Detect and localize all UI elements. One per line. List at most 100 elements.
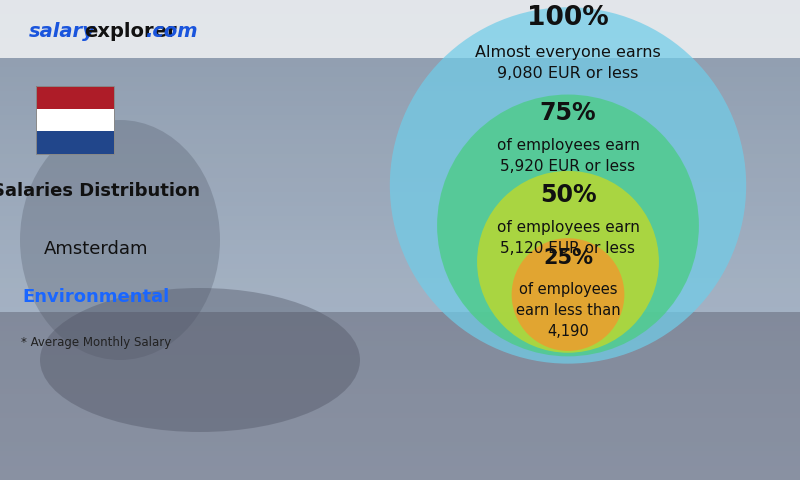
Circle shape	[512, 238, 624, 351]
Bar	[0, 389, 800, 394]
Bar	[0, 0, 800, 58]
Bar	[0, 446, 800, 451]
Bar	[0, 336, 800, 341]
Bar	[36, 109, 114, 131]
Text: of employees earn
5,920 EUR or less: of employees earn 5,920 EUR or less	[497, 138, 639, 174]
Text: 75%: 75%	[540, 101, 596, 125]
Bar	[0, 394, 800, 398]
Text: of employees earn
5,120 EUR or less: of employees earn 5,120 EUR or less	[497, 220, 639, 256]
Bar	[0, 312, 800, 317]
Bar	[0, 274, 800, 278]
Bar	[0, 173, 800, 178]
Bar	[0, 259, 800, 264]
Bar	[0, 317, 800, 322]
Text: * Average Monthly Salary: * Average Monthly Salary	[21, 336, 171, 349]
Bar	[0, 475, 800, 480]
Bar	[0, 206, 800, 211]
Text: Environmental: Environmental	[22, 288, 170, 306]
Bar	[0, 91, 800, 96]
Bar	[0, 58, 800, 62]
Bar	[0, 341, 800, 346]
Bar	[0, 178, 800, 182]
Bar	[0, 254, 800, 259]
Bar	[0, 197, 800, 202]
Bar	[36, 131, 114, 154]
Bar	[0, 355, 800, 360]
Bar	[0, 72, 800, 77]
Bar	[0, 182, 800, 187]
Bar	[0, 62, 800, 67]
Ellipse shape	[40, 288, 360, 432]
Bar	[0, 326, 800, 331]
Bar	[0, 0, 800, 5]
Bar	[0, 230, 800, 235]
Bar	[0, 278, 800, 283]
Bar	[0, 398, 800, 403]
Bar	[0, 130, 800, 134]
Bar	[0, 437, 800, 442]
Text: Amsterdam: Amsterdam	[44, 240, 148, 258]
Text: salary: salary	[29, 22, 96, 41]
Bar	[0, 365, 800, 370]
Bar	[0, 144, 800, 149]
Text: Salaries Distribution: Salaries Distribution	[0, 182, 200, 201]
Bar	[0, 149, 800, 154]
Bar	[0, 43, 800, 48]
Bar	[0, 67, 800, 72]
Circle shape	[390, 7, 746, 364]
Bar	[0, 10, 800, 14]
Bar	[0, 235, 800, 240]
Ellipse shape	[20, 120, 220, 360]
Bar	[0, 125, 800, 130]
Bar	[0, 106, 800, 110]
Bar	[0, 240, 800, 245]
Bar	[0, 461, 800, 466]
Bar	[0, 470, 800, 475]
Bar	[0, 202, 800, 206]
Bar	[0, 293, 800, 298]
Bar	[0, 427, 800, 432]
Circle shape	[437, 95, 699, 356]
Bar	[0, 5, 800, 10]
Bar	[0, 418, 800, 422]
Bar	[0, 245, 800, 250]
Bar	[0, 432, 800, 437]
Bar	[0, 379, 800, 384]
Bar	[0, 413, 800, 418]
Bar	[0, 115, 800, 120]
Bar	[0, 221, 800, 226]
Bar	[0, 216, 800, 221]
Bar	[0, 346, 800, 350]
Text: 50%: 50%	[540, 182, 596, 206]
Bar	[0, 53, 800, 58]
Bar	[0, 322, 800, 326]
Bar	[0, 187, 800, 192]
Bar	[0, 269, 800, 274]
Bar	[0, 168, 800, 173]
Bar	[0, 250, 800, 254]
Bar	[0, 226, 800, 230]
Text: 25%: 25%	[543, 248, 593, 268]
Bar	[36, 86, 114, 154]
Bar	[0, 451, 800, 456]
Bar	[0, 302, 800, 307]
Bar	[0, 29, 800, 34]
Circle shape	[477, 171, 659, 353]
Bar	[0, 331, 800, 336]
Bar	[0, 456, 800, 461]
Bar	[0, 466, 800, 470]
Bar	[0, 139, 800, 144]
Bar	[0, 312, 800, 480]
Text: Almost everyone earns
9,080 EUR or less: Almost everyone earns 9,080 EUR or less	[475, 46, 661, 82]
Bar	[0, 403, 800, 408]
Bar	[0, 48, 800, 53]
Text: .com: .com	[146, 22, 198, 41]
Bar	[0, 96, 800, 101]
Bar	[0, 38, 800, 43]
Bar	[0, 370, 800, 374]
Bar	[0, 14, 800, 19]
Bar	[0, 120, 800, 125]
Bar	[0, 360, 800, 365]
Bar	[0, 442, 800, 446]
Bar	[0, 77, 800, 82]
